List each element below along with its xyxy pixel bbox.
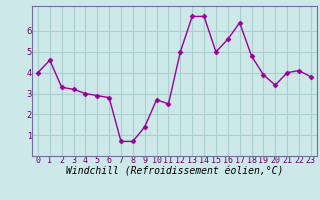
X-axis label: Windchill (Refroidissement éolien,°C): Windchill (Refroidissement éolien,°C) [66,166,283,176]
